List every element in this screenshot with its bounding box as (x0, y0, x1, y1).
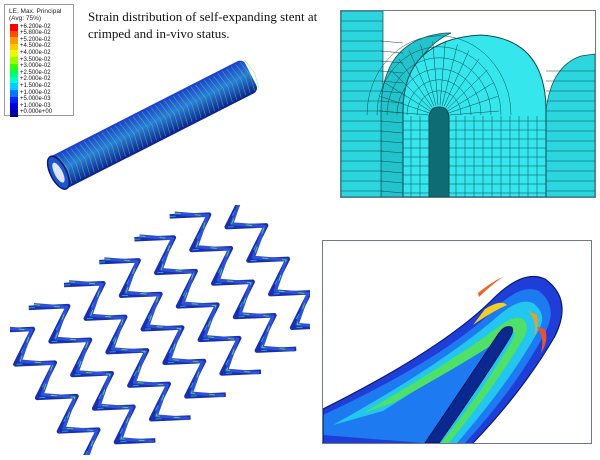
stent-ring (104, 257, 225, 398)
stent-ring (68, 280, 190, 421)
legend-swatch (10, 37, 18, 45)
crimped-stent-body (48, 60, 258, 189)
caption-line-2: crimped and in-vivo status. (88, 26, 230, 41)
legend-label: +1.000e-02 (20, 89, 51, 96)
legend-label: +5.200e-02 (20, 36, 51, 43)
legend-swatch (10, 109, 18, 117)
legend-label: +6.200e-02 (20, 23, 51, 30)
legend-label: +4.000e-02 (20, 49, 51, 56)
stent-ring (139, 234, 260, 375)
mesh-left-strut (341, 11, 384, 197)
legend-label: +3.500e-02 (20, 56, 51, 63)
legend-swatch (10, 43, 18, 51)
legend-swatch (10, 30, 18, 38)
legend-swatch (10, 76, 18, 84)
legend-swatch (10, 70, 18, 78)
caption: Strain distribution of self-expanding st… (88, 8, 328, 42)
legend-swatch (10, 96, 18, 104)
legend-swatch (10, 24, 18, 31)
stent-ring (10, 326, 121, 455)
legend-swatch (10, 90, 18, 97)
legend-label: +2.500e-02 (20, 69, 51, 76)
strain-legend: LE, Max. Principal (Avg: 75%) +6.200e-02… (4, 4, 74, 117)
legend-label: +2.000e-02 (20, 76, 51, 83)
legend-label: +0.000e+00 (20, 109, 53, 116)
legend-label: +5.000e-03 (20, 96, 51, 103)
contour-slot (424, 326, 514, 443)
stent-ring (174, 211, 295, 352)
mesh-slot (428, 106, 450, 197)
mesh-detail-panel (340, 10, 596, 198)
legend-subtitle: (Avg: 75%) (9, 15, 42, 22)
crimped-stent-figure (46, 59, 260, 190)
strut-contour (323, 275, 563, 443)
stent-ring (10, 325, 119, 455)
contour-view (323, 241, 591, 443)
legend-swatch (10, 63, 18, 71)
legend-label: +1.500e-02 (20, 82, 51, 89)
expanded-stent-figure (10, 205, 310, 455)
legend-label: +4.500e-02 (20, 43, 51, 50)
legend-swatch (10, 57, 18, 64)
legend-label: +3.000e-02 (20, 63, 51, 70)
caption-line-1: Strain distribution of self-expanding st… (88, 9, 318, 24)
legend-label: +1.000e-03 (20, 102, 51, 109)
legend-title: LE, Max. Principal (9, 8, 62, 15)
legend-label: +5.800e-02 (20, 30, 51, 37)
legend-swatch (10, 103, 18, 111)
stent-ring (209, 205, 310, 329)
mesh-view (341, 11, 595, 197)
stent-ring (33, 303, 154, 444)
strain-contour-panel (322, 240, 592, 444)
legend-swatch (10, 83, 18, 91)
legend-swatch (10, 50, 18, 58)
